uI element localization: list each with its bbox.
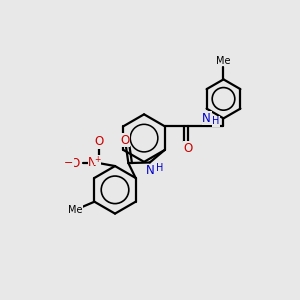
Text: H: H	[156, 163, 163, 172]
Text: +: +	[94, 155, 101, 164]
Text: O: O	[94, 135, 103, 148]
Text: O: O	[71, 157, 80, 169]
Text: −: −	[64, 158, 73, 168]
Text: N: N	[146, 164, 154, 177]
Text: N: N	[202, 112, 211, 125]
Text: O: O	[120, 134, 129, 147]
Text: O: O	[183, 142, 193, 155]
Text: H: H	[212, 116, 220, 126]
Text: N: N	[88, 156, 97, 169]
Text: Me: Me	[68, 205, 83, 215]
Text: Me: Me	[216, 56, 231, 66]
